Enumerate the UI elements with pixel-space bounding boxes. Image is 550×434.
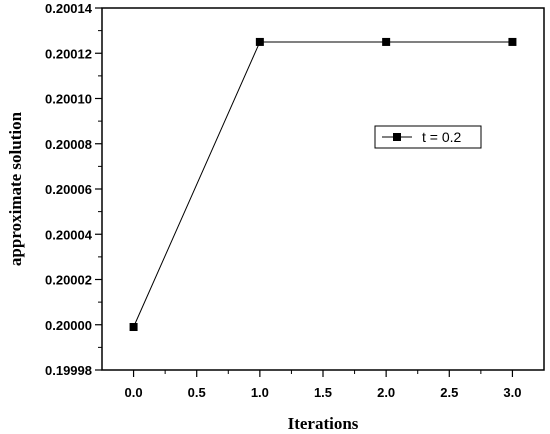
x-tick-label: 2.5 <box>440 385 458 400</box>
x-tick-label: 3.0 <box>503 385 521 400</box>
x-axis-title: Iterations <box>288 414 359 433</box>
y-tick-label: 0.20002 <box>45 273 92 288</box>
y-tick-label: 0.19998 <box>45 363 92 378</box>
data-point <box>129 323 138 332</box>
series-line <box>133 41 513 328</box>
y-axis: 0.19998 0.20000 0.20002 0.20004 0.20006 0.200… <box>45 1 102 378</box>
legend: t = 0.2 <box>374 125 482 149</box>
x-tick-label: 0.5 <box>188 385 206 400</box>
series-layer <box>129 37 517 332</box>
x-tick-label: 1.5 <box>314 385 332 400</box>
y-tick-label: 0.20008 <box>45 137 92 152</box>
y-tick-label: 0.20012 <box>45 46 92 61</box>
x-tick-label: 1.0 <box>251 385 269 400</box>
y-tick-label: 0.20000 <box>45 318 92 333</box>
y-tick-label: 0.20010 <box>45 92 92 107</box>
legend-label: t = 0.2 <box>422 129 462 145</box>
legend-box <box>374 125 482 149</box>
x-tick-label: 2.0 <box>377 385 395 400</box>
plot-frame <box>101 7 545 371</box>
data-point <box>382 37 391 46</box>
data-point <box>508 37 517 46</box>
x-axis: 0.0 0.5 1.0 1.5 2.0 2.5 3.0 <box>125 370 521 400</box>
x-tick-label: 0.0 <box>125 385 143 400</box>
legend-marker <box>393 133 401 141</box>
y-tick-label: 0.20004 <box>45 227 93 242</box>
y-tick-label: 0.20014 <box>45 1 93 16</box>
y-axis-title: approximate solution <box>6 111 25 266</box>
y-tick-label: 0.20006 <box>45 182 92 197</box>
data-point <box>255 37 264 46</box>
